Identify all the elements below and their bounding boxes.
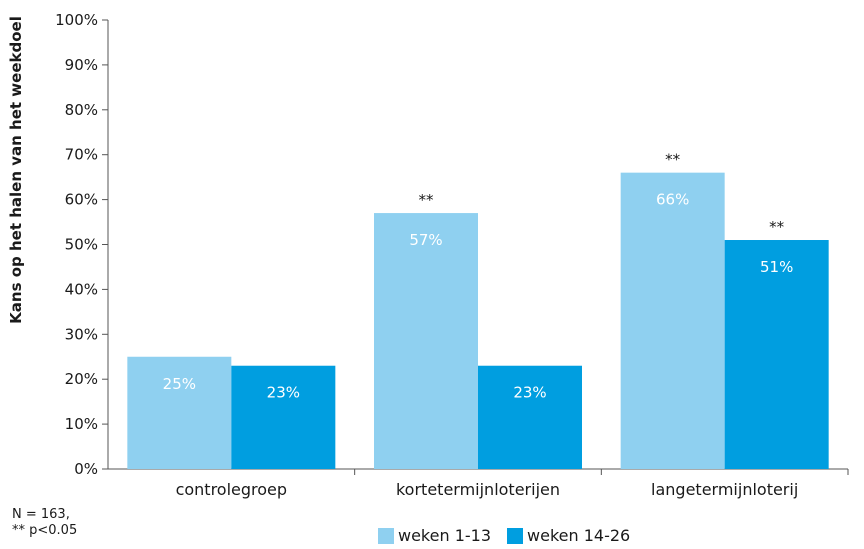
legend-label-series-1: weken 1-13 <box>398 526 492 545</box>
data-label: 66% <box>656 191 689 209</box>
significance-note: ** p<0.05 <box>12 523 78 538</box>
x-tick-label: controlegroep <box>176 480 287 499</box>
legend-swatch-series-2 <box>507 527 524 544</box>
legend-item-series-2: weken 14-26 <box>507 526 630 545</box>
y-tick-label: 10% <box>65 415 98 433</box>
y-tick-label: 20% <box>65 370 98 388</box>
bar <box>620 172 725 469</box>
y-tick-label: 40% <box>65 280 98 298</box>
bar <box>374 213 478 469</box>
bar <box>127 356 232 469</box>
legend-label-series-2: weken 14-26 <box>527 526 631 545</box>
data-label: 25% <box>163 375 196 393</box>
bar <box>231 365 336 469</box>
x-tick-label: kortetermijnloterijen <box>396 480 560 499</box>
bars: 25% 23% 57% ** 23% 66% ** 51% ** <box>127 151 829 469</box>
data-label: 51% <box>760 258 793 276</box>
data-label: 23% <box>513 384 546 402</box>
significance-marker: ** <box>665 151 681 169</box>
significance-marker: ** <box>769 218 785 236</box>
y-tick-label: 70% <box>65 146 98 164</box>
y-axis-label: Kans op het halen van het weekdoel <box>7 16 25 324</box>
y-tick-label: 30% <box>65 325 98 343</box>
data-label: 23% <box>267 384 300 402</box>
sample-size-note: N = 163, <box>12 507 70 522</box>
bar <box>478 365 582 469</box>
bar <box>724 240 829 469</box>
y-axis: 0% 10% 20% 30% 40% 50% 60% 70% 80% 90% 100% <box>55 11 109 478</box>
data-label: 57% <box>409 231 442 249</box>
x-tick-label: langetermijnloterij <box>651 480 798 499</box>
legend-swatch-series-1 <box>378 527 394 544</box>
y-tick-label: 80% <box>65 101 98 119</box>
significance-marker: ** <box>419 191 435 209</box>
y-tick-label: 60% <box>65 191 98 209</box>
y-tick-label: 100% <box>55 11 98 29</box>
y-tick-label: 50% <box>65 236 98 254</box>
legend-item-series-1: weken 1-13 <box>378 526 491 545</box>
y-tick-label: 0% <box>74 460 98 478</box>
x-axis: controlegroep kortetermijnloterijen langet… <box>108 468 849 499</box>
legend: weken 1-13 weken 14-26 <box>378 526 646 545</box>
y-tick-label: 90% <box>65 56 98 74</box>
